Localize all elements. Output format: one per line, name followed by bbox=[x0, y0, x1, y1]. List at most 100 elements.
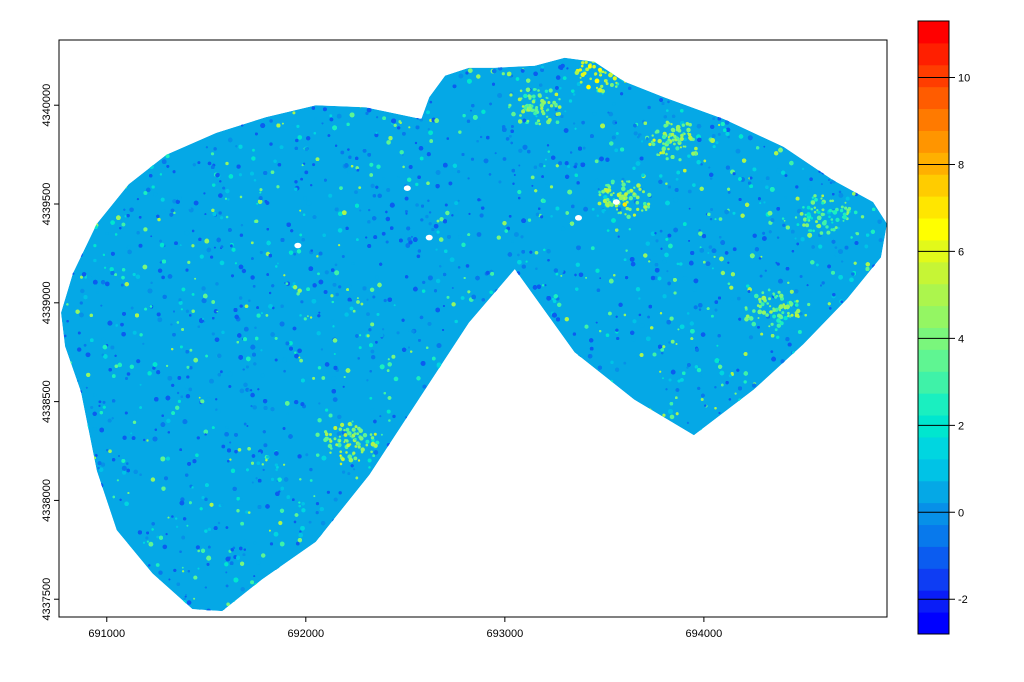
raster-cell bbox=[705, 514, 710, 520]
raster-cell bbox=[630, 580, 636, 585]
raster-cell bbox=[443, 579, 447, 583]
raster-cell bbox=[170, 132, 176, 137]
raster-cell bbox=[530, 326, 533, 330]
raster-cell bbox=[566, 577, 571, 581]
raster-cell bbox=[451, 533, 457, 538]
raster-cell bbox=[284, 88, 288, 91]
raster-cell bbox=[659, 550, 663, 554]
raster-cell bbox=[474, 603, 478, 608]
raster-cell bbox=[578, 424, 582, 428]
raster-cell bbox=[507, 429, 511, 433]
raster-cell bbox=[645, 581, 649, 585]
raster-cell bbox=[566, 485, 569, 488]
raster-cell bbox=[871, 127, 876, 132]
raster-cell bbox=[605, 417, 609, 421]
raster-cell bbox=[100, 65, 106, 70]
raster-cell bbox=[315, 607, 319, 611]
raster-cell bbox=[99, 500, 102, 503]
raster-cell bbox=[142, 586, 147, 591]
raster-cell bbox=[681, 89, 685, 93]
raster-cell bbox=[530, 503, 533, 507]
raster-cell bbox=[869, 275, 872, 278]
raster-cell bbox=[605, 333, 610, 338]
raster-cell bbox=[648, 258, 651, 261]
raster-cell bbox=[461, 344, 465, 349]
raster-cell bbox=[578, 485, 582, 489]
raster-cell bbox=[729, 454, 732, 457]
raster-cell bbox=[883, 413, 887, 418]
raster-cell bbox=[484, 544, 489, 549]
raster-cell bbox=[502, 509, 505, 512]
raster-cell bbox=[693, 514, 696, 516]
raster-cell bbox=[276, 58, 280, 62]
raster-cell bbox=[828, 428, 831, 431]
raster-cell bbox=[309, 589, 313, 593]
raster-cell bbox=[88, 147, 91, 150]
raster-cell bbox=[102, 561, 106, 564]
raster-cell bbox=[882, 560, 885, 563]
raster-cell bbox=[505, 411, 510, 416]
raster-cell bbox=[124, 145, 128, 148]
raster-cell bbox=[849, 504, 852, 507]
raster-cell bbox=[546, 498, 551, 503]
raster-cell bbox=[742, 595, 746, 599]
raster-cell bbox=[454, 364, 458, 368]
raster-cell bbox=[461, 338, 466, 342]
raster-cell bbox=[569, 461, 574, 467]
raster-cell bbox=[676, 430, 680, 435]
raster-cell bbox=[487, 352, 492, 357]
raster-cell bbox=[578, 493, 584, 499]
raster-cell bbox=[111, 528, 117, 534]
raster-cell bbox=[837, 174, 842, 180]
raster-cell bbox=[380, 458, 383, 462]
raster-cell bbox=[608, 486, 613, 490]
raster-cell bbox=[684, 455, 688, 458]
raster-cell bbox=[166, 136, 169, 139]
raster-cell bbox=[775, 377, 780, 382]
raster-cell bbox=[839, 65, 844, 69]
raster-cell bbox=[296, 106, 300, 109]
raster-cell bbox=[291, 599, 296, 604]
raster-cell bbox=[810, 443, 813, 447]
raster-cell bbox=[513, 174, 516, 176]
raster-cell bbox=[599, 546, 604, 551]
raster-cell bbox=[321, 535, 325, 540]
raster-cell bbox=[588, 460, 593, 465]
raster-cell bbox=[260, 57, 266, 62]
raster-cell bbox=[766, 453, 768, 456]
raster-cell bbox=[861, 318, 865, 322]
raster-cell bbox=[215, 398, 218, 401]
raster-cell bbox=[833, 441, 838, 446]
raster-cell bbox=[78, 151, 83, 156]
raster-cell bbox=[95, 71, 100, 76]
raster-cell bbox=[189, 86, 193, 90]
raster-cell bbox=[871, 129, 876, 134]
raster-cell bbox=[61, 388, 63, 392]
raster-cell bbox=[692, 99, 696, 102]
raster-cell bbox=[649, 518, 653, 523]
raster-cell bbox=[343, 532, 349, 537]
raster-cell bbox=[62, 227, 66, 231]
raster-cell bbox=[628, 228, 631, 231]
raster-cell bbox=[781, 447, 785, 450]
raster-cell bbox=[563, 572, 567, 575]
raster-cell bbox=[193, 357, 199, 363]
raster-cell bbox=[606, 397, 610, 400]
raster-cell bbox=[87, 548, 91, 551]
raster-cell bbox=[427, 517, 432, 521]
raster-cell bbox=[769, 492, 774, 497]
raster-cell bbox=[880, 552, 885, 557]
raster-cell bbox=[461, 338, 466, 342]
raster-cell bbox=[758, 510, 764, 515]
raster-cell bbox=[586, 605, 589, 608]
raster-cell bbox=[616, 427, 620, 431]
raster-cell bbox=[214, 108, 219, 113]
raster-cell bbox=[428, 211, 432, 214]
raster-cell bbox=[82, 577, 86, 581]
raster-cell bbox=[502, 283, 507, 289]
raster-cell bbox=[359, 564, 364, 569]
raster-cell bbox=[441, 548, 444, 552]
raster-cell bbox=[573, 596, 576, 599]
raster-cell bbox=[869, 275, 872, 278]
raster-cell bbox=[524, 534, 528, 537]
